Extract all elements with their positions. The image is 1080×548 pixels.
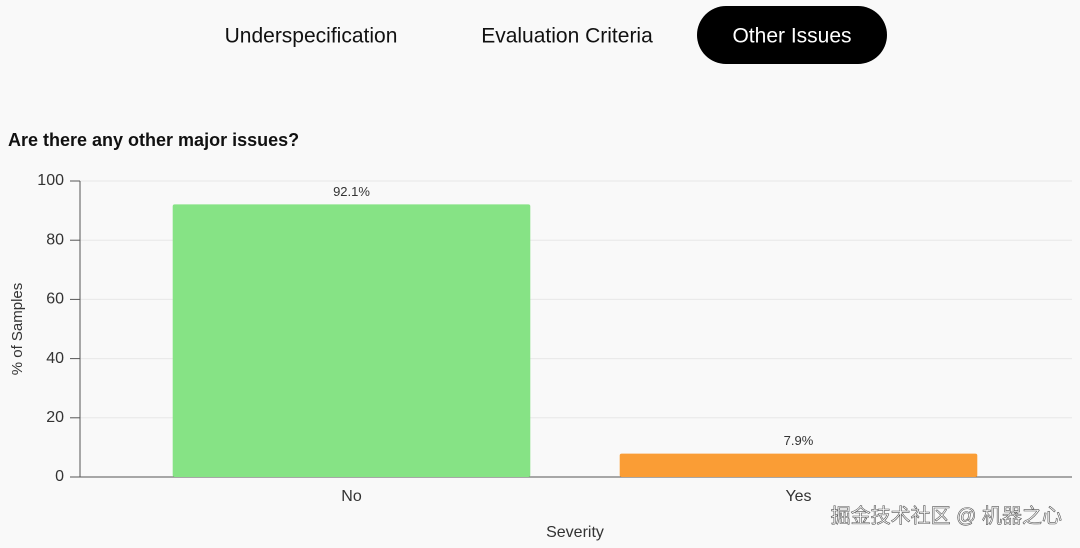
active-tab-pill[interactable]: [697, 6, 887, 64]
tab[interactable]: Evaluation Criteria: [481, 25, 653, 48]
x-tick-label: No: [341, 488, 362, 505]
bar: [172, 204, 531, 477]
y-axis-label: % of Samples: [9, 283, 26, 376]
x-axis-label: Severity: [546, 524, 604, 541]
tab[interactable]: Underspecification: [225, 25, 398, 48]
y-tick-label: 60: [46, 291, 64, 308]
x-tick-label: Yes: [785, 488, 811, 505]
value-label: 92.1%: [333, 184, 370, 199]
bar: [619, 453, 978, 477]
y-tick-label: 80: [46, 231, 64, 248]
y-tick-label: 0: [55, 468, 64, 485]
value-label: 7.9%: [784, 433, 814, 448]
tab[interactable]: Other Issues: [732, 25, 851, 48]
chart-title: Are there any other major issues?: [8, 130, 299, 150]
y-tick-label: 100: [37, 172, 64, 189]
y-tick-label: 20: [46, 409, 64, 426]
y-tick-label: 40: [46, 350, 64, 367]
watermark: 掘金技术社区 @ 机器之心: [831, 504, 1062, 527]
